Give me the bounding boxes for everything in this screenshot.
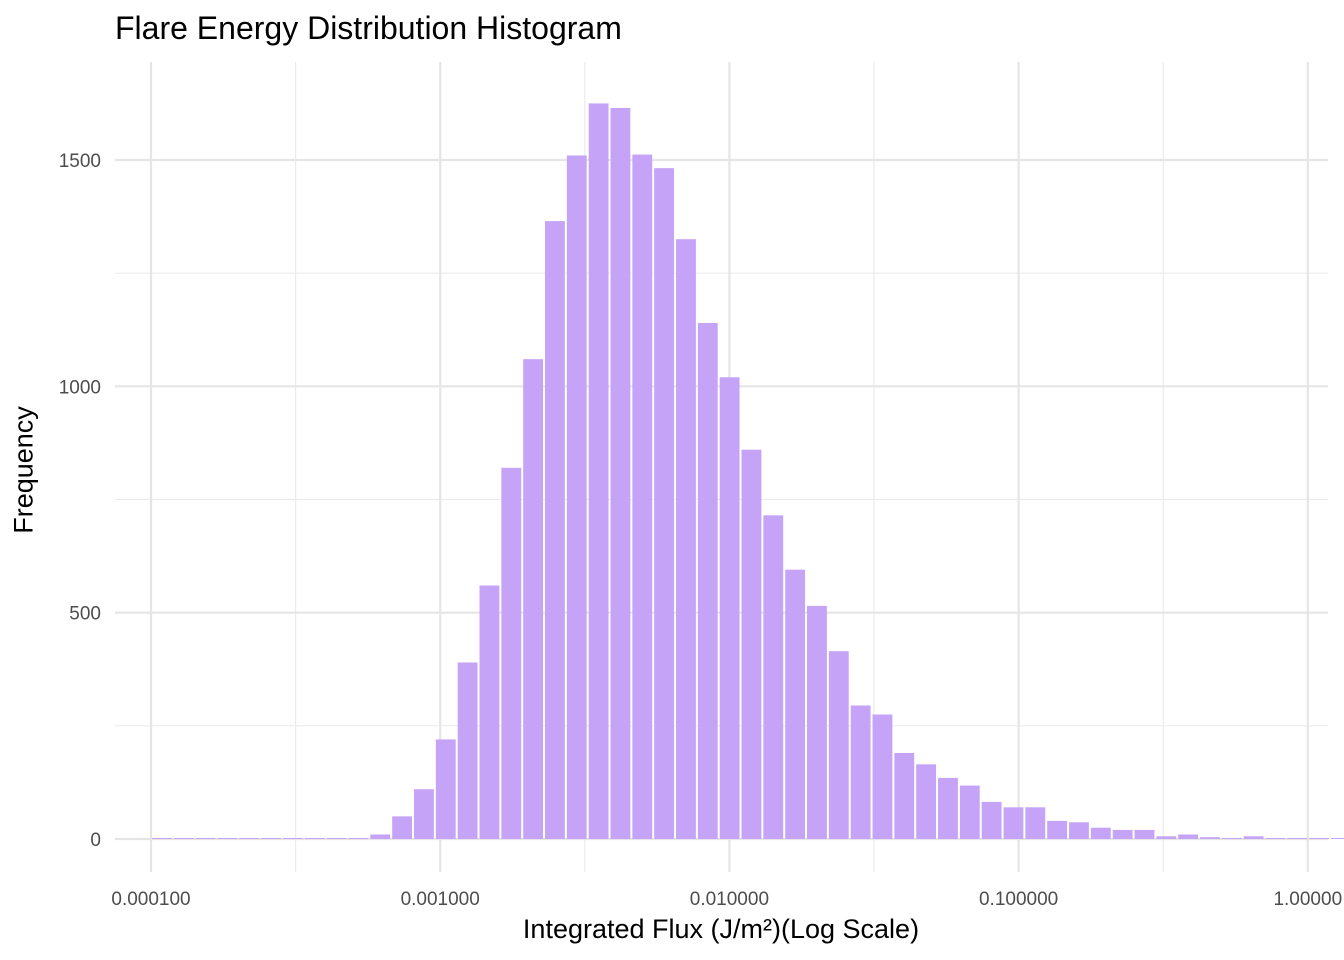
histogram-bar (741, 449, 762, 839)
histogram-bar (1047, 820, 1068, 839)
histogram-bar (523, 359, 544, 839)
histogram-bar (414, 789, 434, 839)
x-tick-label: 0.010000 (690, 889, 769, 910)
histogram-bar (1025, 807, 1046, 839)
histogram-bar (283, 838, 303, 839)
histogram-bar (1287, 838, 1308, 839)
histogram-bar (501, 467, 522, 839)
histogram-bar (828, 651, 849, 839)
x-tick-label: 1.00000 (1273, 889, 1342, 910)
histogram-bar (304, 838, 325, 839)
histogram-bar (261, 838, 282, 839)
histogram-bar (348, 838, 369, 839)
histogram-bar (457, 662, 478, 839)
x-tick-label: 0.000100 (111, 889, 190, 910)
histogram-bar (1156, 836, 1177, 839)
chart-title: Flare Energy Distribution Histogram (115, 10, 622, 46)
histogram-bar (1134, 829, 1155, 839)
histogram-bar (916, 764, 937, 839)
histogram-bar (676, 239, 696, 839)
histogram-bar (632, 154, 653, 839)
histogram-bar (872, 714, 893, 839)
histogram-bar (654, 168, 675, 839)
histogram-bar (435, 739, 456, 839)
y-tick-label: 0 (90, 830, 101, 851)
x-tick-label: 0.001000 (401, 889, 480, 910)
histogram-bar (1069, 822, 1089, 839)
histogram-bar (1243, 836, 1264, 839)
histogram-bar (1221, 838, 1242, 839)
histogram-bar (195, 838, 216, 839)
histogram-bar (938, 777, 958, 839)
histogram-bar (370, 834, 391, 839)
histogram-bar (1112, 829, 1133, 839)
y-tick-label: 1500 (59, 151, 101, 172)
histogram-bar (785, 569, 806, 839)
histogram-bar (545, 221, 565, 840)
histogram-bar (1200, 837, 1220, 839)
x-tick-label: 0.100000 (979, 889, 1058, 910)
histogram-bar (697, 322, 718, 840)
histogram-bar (763, 515, 784, 839)
x-axis-label: Integrated Flux (J/m²)(Log Scale) (522, 914, 920, 944)
histogram-bar (152, 838, 172, 839)
histogram-bar (217, 838, 238, 839)
y-tick-label: 500 (69, 604, 101, 625)
histogram-bar (173, 838, 194, 839)
histogram-bar (1331, 838, 1344, 839)
histogram-bar (588, 103, 609, 839)
histogram-bar (1309, 838, 1330, 839)
histogram-bar (981, 801, 1002, 839)
histogram-bar (1265, 838, 1286, 839)
histogram-bar (239, 838, 260, 839)
histogram-bar (1003, 807, 1024, 839)
histogram-bar (610, 107, 631, 839)
y-axis-label: Frequency (8, 406, 39, 534)
histogram-bar (959, 785, 980, 839)
histogram-bar (479, 585, 500, 839)
y-tick-label: 1000 (59, 377, 101, 398)
histogram-bar (850, 705, 871, 839)
histogram-bar (894, 752, 915, 839)
histogram-bar (326, 838, 347, 839)
histogram-bar (807, 605, 827, 839)
histogram-bar (566, 155, 587, 839)
histogram-bar (719, 377, 740, 839)
histogram-bar (392, 816, 413, 839)
histogram-bar (1178, 834, 1199, 839)
histogram-bar (1090, 827, 1111, 839)
